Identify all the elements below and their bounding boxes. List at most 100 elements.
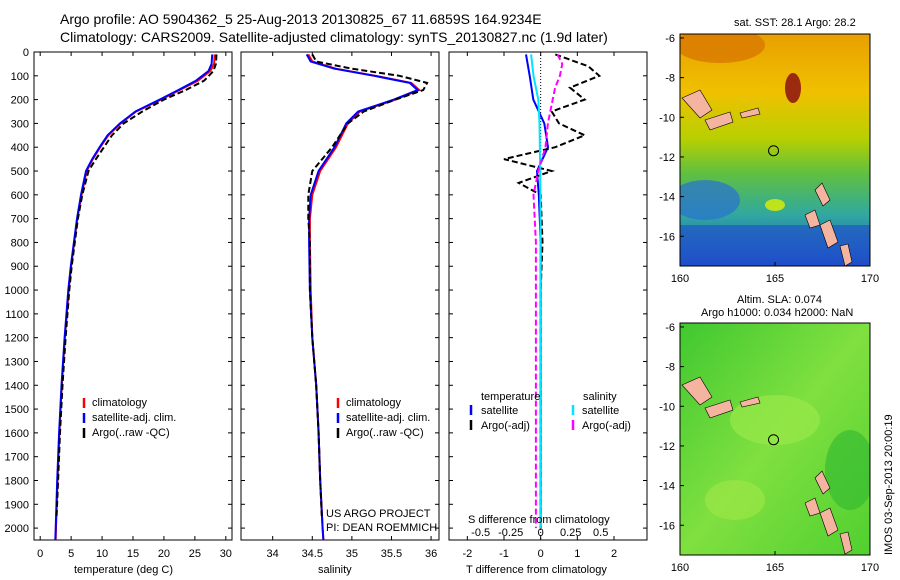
lon-tick-label: 165: [766, 273, 784, 285]
legend-t-satellite: satellite: [481, 405, 518, 417]
s-tick-label: 0.25: [560, 527, 581, 539]
sst-cool-patch: [680, 180, 740, 220]
lat-tick-label: -14: [659, 192, 675, 204]
x-tick-label: 30: [220, 548, 232, 560]
depth-tick-label: 1200: [5, 333, 29, 345]
land-island: [681, 89, 713, 119]
legend-salinity-title: salinity: [583, 391, 617, 403]
lon-tick-label: 170: [861, 562, 879, 574]
salinity-depth-ticks: [241, 51, 439, 529]
depth-tick-label: 500: [11, 166, 29, 178]
header-line1: Argo profile: AO 5904362_5 25-Aug-2013 2…: [60, 11, 542, 27]
depth-tick-label: 1300: [5, 356, 29, 368]
difference-legend: temperature satellite Argo(-adj) salinit…: [469, 391, 631, 432]
difference-xlabel-top: S difference from climatology: [468, 514, 610, 526]
legend-t-argo: Argo(-adj): [481, 420, 530, 432]
sst-map: sat. SST: 28.1 Argo: 28.2: [659, 17, 879, 285]
sst-cool-band: [680, 225, 870, 266]
lat-tick-label: -16: [659, 520, 675, 532]
depth-tick-label: 2000: [5, 523, 29, 535]
land-island: [839, 243, 853, 266]
lat-tick-label: -8: [665, 73, 675, 85]
temperature-axes-frame: [33, 51, 233, 541]
depth-tick-label: 800: [11, 237, 29, 249]
legend-temperature-title: temperature: [481, 391, 540, 403]
salinity-legend: climatology satellite-adj. clim. Argo(..…: [336, 397, 430, 439]
depth-tick-label: 1500: [5, 404, 29, 416]
land-island: [819, 507, 839, 537]
land-island: [704, 399, 734, 419]
depth-tick-label: 700: [11, 214, 29, 226]
sst-lon-ticks: 160 165 170: [671, 262, 879, 285]
series-line-s-satellite: [530, 54, 542, 529]
land-island: [739, 107, 761, 119]
salinity-x-ticks: 34 34.5 35 35.5 36: [267, 52, 437, 560]
lat-tick-label: -14: [659, 481, 675, 493]
series-line-argo-raw-qc-: [55, 54, 218, 517]
depth-tick-label: 1600: [5, 428, 29, 440]
land-island: [704, 111, 734, 131]
difference-panel: -2 -1 0 1 2 T difference from climatology S …: [448, 51, 648, 576]
lat-tick-label: -10: [659, 112, 675, 124]
legend-s-argo: Argo(-adj): [582, 420, 631, 432]
depth-tick-label: 900: [11, 261, 29, 273]
sla-high-patch: [730, 395, 820, 445]
difference-axes-frame: [448, 51, 648, 541]
legend-argo: Argo(..raw -QC): [346, 427, 424, 439]
legend-satellite: satellite-adj. clim.: [346, 412, 430, 424]
x-tick-label: 15: [127, 548, 139, 560]
credit-line2: PI: DEAN ROEMMICH: [326, 522, 437, 534]
x-tick-label: 10: [96, 548, 108, 560]
depth-tick-label: 1700: [5, 452, 29, 464]
series-line-s-argo-adj-: [532, 53, 564, 529]
x-tick-label: 36: [425, 548, 437, 560]
difference-depth-ticks: [449, 51, 647, 529]
sst-lat-ticks: -6 -8 -10 -12 -14 -16: [659, 33, 684, 243]
land-island: [814, 182, 831, 207]
depth-tick-label: 1800: [5, 475, 29, 487]
sst-map-title: sat. SST: 28.1 Argo: 28.2: [734, 17, 856, 29]
x-tick-label: -2: [462, 548, 472, 560]
sla-map-title-line2: Argo h1000: 0.034 h2000: NaN: [701, 307, 853, 319]
salinity-series: [305, 53, 429, 541]
s-tick-label: 0.5: [593, 527, 608, 539]
sla-lat-ticks: -6 -8 -10 -12 -14 -16: [659, 322, 684, 532]
sla-high-patch: [705, 480, 765, 520]
depth-tick-label: 200: [11, 95, 29, 107]
difference-x-ticks: -2 -1 0 1 2: [462, 52, 617, 560]
land-island: [681, 376, 713, 406]
lat-tick-label: -10: [659, 401, 675, 413]
sst-yellow-spot: [765, 199, 785, 211]
lat-tick-label: -16: [659, 231, 675, 243]
salinity-xlabel: salinity: [318, 564, 352, 576]
depth-tick-label: 1900: [5, 499, 29, 511]
land-island: [814, 470, 831, 495]
temperature-legend: climatology satellite-adj. clim. Argo(..…: [82, 397, 176, 439]
depth-tick-label: 100: [11, 71, 29, 83]
series-line-t-argo-adj-: [503, 53, 602, 529]
s-tick-label: 0: [538, 527, 544, 539]
s-tick-label: -0.5: [471, 527, 490, 539]
x-tick-label: 20: [158, 548, 170, 560]
x-tick-label: 0: [538, 548, 544, 560]
lat-tick-label: -12: [659, 441, 675, 453]
credit-line1: US ARGO PROJECT: [326, 508, 431, 520]
s-tick-label: -0.25: [498, 527, 523, 539]
x-tick-label: 35.5: [381, 548, 402, 560]
lat-tick-label: -6: [665, 33, 675, 45]
x-tick-label: 2: [611, 548, 617, 560]
temperature-xlabel: temperature (deg C): [74, 564, 173, 576]
lon-tick-label: 165: [766, 562, 784, 574]
sst-warm-patch: [680, 34, 765, 63]
x-tick-label: 25: [189, 548, 201, 560]
difference-series: [503, 52, 602, 540]
argo-float-marker: [768, 434, 780, 446]
imos-watermark: IMOS 03-Sep-2013 20:00:19: [883, 414, 895, 555]
x-tick-label: 34.5: [302, 548, 323, 560]
depth-tick-label: 400: [11, 142, 29, 154]
legend-satellite: satellite-adj. clim.: [92, 412, 176, 424]
header-line2: Climatology: CARS2009. Satellite-adjuste…: [60, 29, 608, 45]
sla-map-title-line1: Altim. SLA: 0.074: [737, 294, 822, 306]
temperature-series: [54, 54, 218, 541]
